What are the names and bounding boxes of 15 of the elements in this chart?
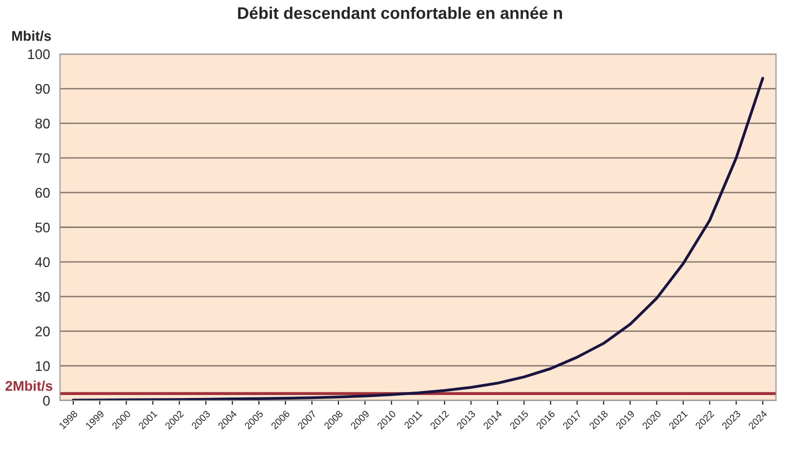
y-tick-label: 20 [36, 326, 50, 336]
y-tick-label: 100 [28, 49, 50, 60]
y-axis-title: Mbit/s [12, 30, 51, 41]
y-tick-label: 60 [36, 188, 50, 198]
y-tick-label: 30 [35, 292, 50, 302]
y-tick-label: 10 [36, 361, 50, 372]
chart-title: Débit descendant confortable en année n [238, 6, 562, 19]
y-tick-label: 0 [43, 396, 50, 406]
y-tick-label: 70 [36, 153, 50, 164]
ref-line-label: 2Mbit/s [5, 380, 52, 391]
y-tick-label: 90 [35, 84, 50, 94]
y-tick-label: 80 [35, 118, 50, 128]
y-tick-label: 50 [35, 222, 50, 232]
line-series [72, 76, 764, 400]
y-tick-label: 40 [35, 257, 50, 268]
